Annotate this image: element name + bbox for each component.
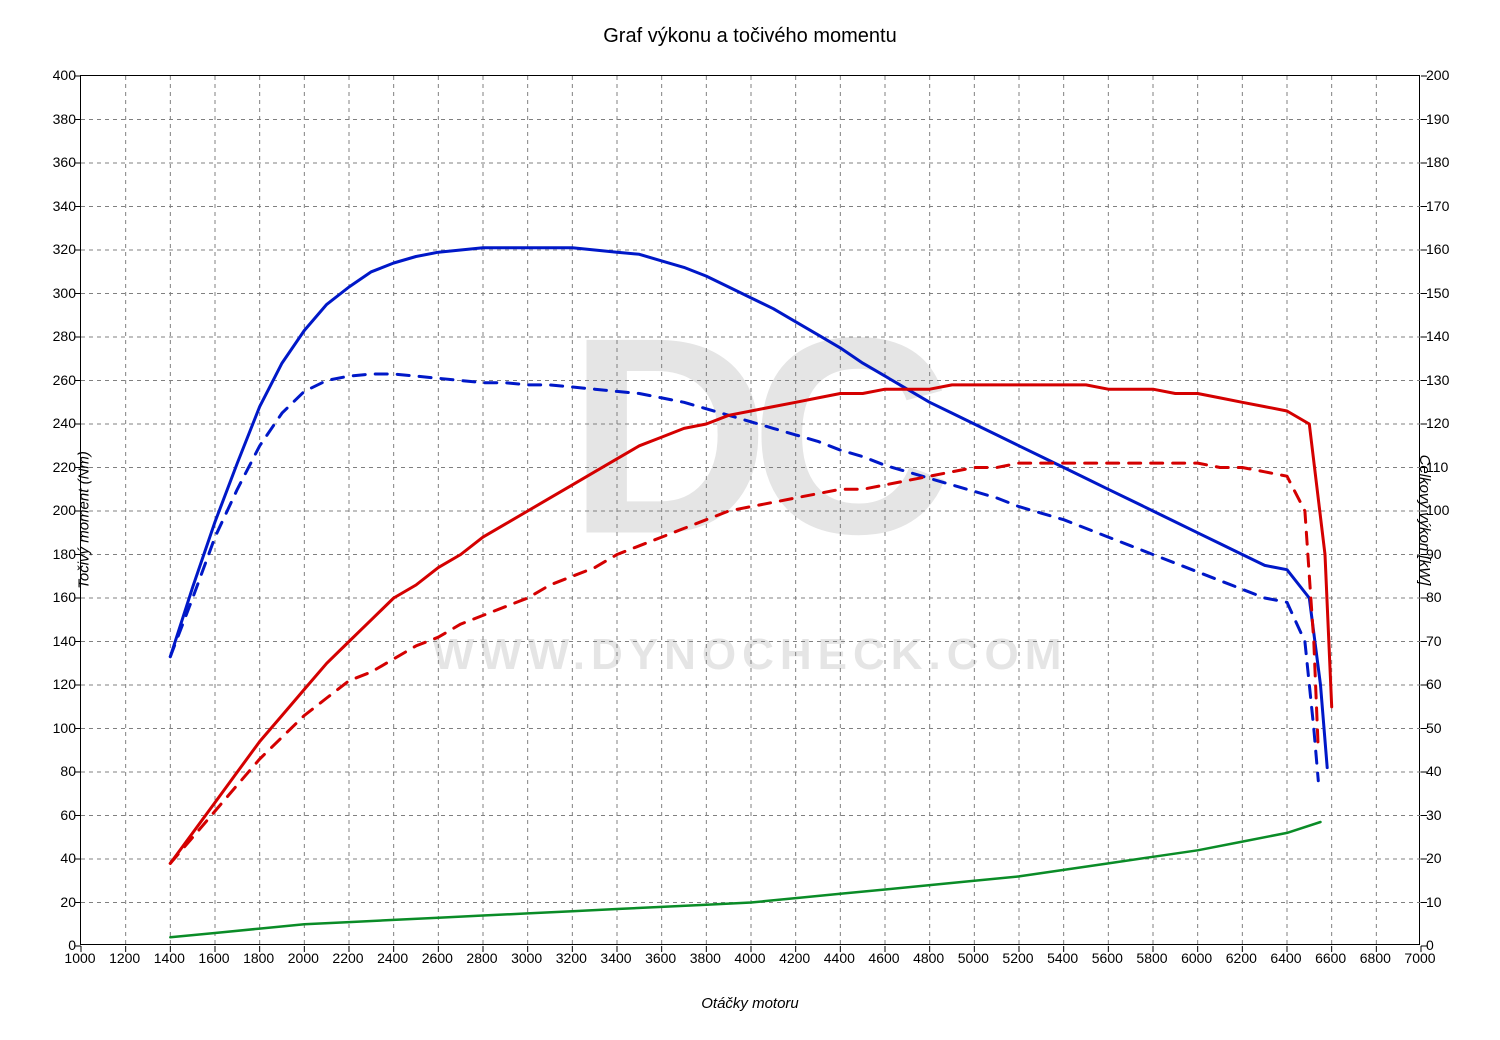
x-tick-label: 6800: [1360, 950, 1391, 966]
y-left-tick-label: 200: [36, 502, 76, 518]
x-tick-label: 4600: [868, 950, 899, 966]
x-tick-label: 3000: [511, 950, 542, 966]
y-right-tick-label: 130: [1426, 372, 1466, 388]
y-right-tick-label: 0: [1426, 937, 1466, 953]
y-right-tick-label: 60: [1426, 676, 1466, 692]
y-left-tick-label: 0: [36, 937, 76, 953]
x-tick-label: 3800: [690, 950, 721, 966]
y-left-tick-label: 60: [36, 807, 76, 823]
x-tick-label: 4800: [913, 950, 944, 966]
y-left-tick-label: 220: [36, 459, 76, 475]
y-left-axis-label: Točivý moment (Nm): [75, 451, 92, 589]
y-right-tick-label: 90: [1426, 546, 1466, 562]
x-tick-label: 1400: [154, 950, 185, 966]
x-tick-label: 6600: [1315, 950, 1346, 966]
x-tick-label: 2200: [332, 950, 363, 966]
x-tick-label: 4000: [734, 950, 765, 966]
x-tick-label: 1800: [243, 950, 274, 966]
y-right-tick-label: 80: [1426, 589, 1466, 605]
x-tick-label: 2000: [288, 950, 319, 966]
y-left-tick-label: 120: [36, 676, 76, 692]
x-tick-label: 4200: [779, 950, 810, 966]
y-right-tick-label: 120: [1426, 415, 1466, 431]
x-tick-label: 5800: [1136, 950, 1167, 966]
x-tick-label: 1200: [109, 950, 140, 966]
y-left-tick-label: 260: [36, 372, 76, 388]
x-tick-label: 5200: [1002, 950, 1033, 966]
x-tick-label: 3600: [645, 950, 676, 966]
x-tick-label: 5000: [958, 950, 989, 966]
series-torque-stock: [170, 374, 1318, 781]
y-right-tick-label: 20: [1426, 850, 1466, 866]
y-left-tick-label: 300: [36, 285, 76, 301]
y-left-tick-label: 340: [36, 198, 76, 214]
y-left-tick-label: 280: [36, 328, 76, 344]
y-left-tick-label: 20: [36, 894, 76, 910]
series-loss-curve: [170, 822, 1320, 937]
y-left-tick-label: 240: [36, 415, 76, 431]
x-tick-label: 6200: [1226, 950, 1257, 966]
x-tick-label: 3400: [600, 950, 631, 966]
y-right-tick-label: 50: [1426, 720, 1466, 736]
x-tick-label: 1600: [198, 950, 229, 966]
y-right-tick-label: 110: [1426, 459, 1466, 475]
x-axis-label: Otáčky motoru: [0, 995, 1500, 1012]
y-left-tick-label: 100: [36, 720, 76, 736]
y-left-tick-label: 380: [36, 111, 76, 127]
y-right-tick-label: 10: [1426, 894, 1466, 910]
x-tick-label: 5400: [1047, 950, 1078, 966]
y-left-tick-label: 180: [36, 546, 76, 562]
y-right-tick-label: 100: [1426, 502, 1466, 518]
y-left-tick-label: 320: [36, 241, 76, 257]
chart-svg: [81, 76, 1419, 944]
x-tick-label: 2800: [466, 950, 497, 966]
y-right-tick-label: 170: [1426, 198, 1466, 214]
plot-area: [80, 75, 1420, 945]
y-right-tick-label: 30: [1426, 807, 1466, 823]
x-tick-label: 6000: [1181, 950, 1212, 966]
x-tick-label: 5600: [1092, 950, 1123, 966]
dyno-chart: Graf výkonu a točivého momentu DC WWW.DY…: [0, 0, 1500, 1040]
x-tick-label: 6400: [1270, 950, 1301, 966]
y-right-tick-label: 70: [1426, 633, 1466, 649]
y-right-tick-label: 190: [1426, 111, 1466, 127]
y-left-tick-label: 80: [36, 763, 76, 779]
y-right-tick-label: 40: [1426, 763, 1466, 779]
y-left-tick-label: 400: [36, 67, 76, 83]
x-tick-label: 2600: [422, 950, 453, 966]
y-right-tick-label: 180: [1426, 154, 1466, 170]
y-right-tick-label: 200: [1426, 67, 1466, 83]
y-right-tick-label: 140: [1426, 328, 1466, 344]
x-tick-label: 3200: [556, 950, 587, 966]
chart-title: Graf výkonu a točivého momentu: [0, 25, 1500, 48]
x-tick-label: 4400: [824, 950, 855, 966]
x-tick-label: 2400: [377, 950, 408, 966]
y-right-tick-label: 150: [1426, 285, 1466, 301]
y-left-tick-label: 360: [36, 154, 76, 170]
y-left-tick-label: 40: [36, 850, 76, 866]
y-left-tick-label: 140: [36, 633, 76, 649]
series-power-stock: [170, 463, 1318, 863]
y-left-tick-label: 160: [36, 589, 76, 605]
y-right-tick-label: 160: [1426, 241, 1466, 257]
